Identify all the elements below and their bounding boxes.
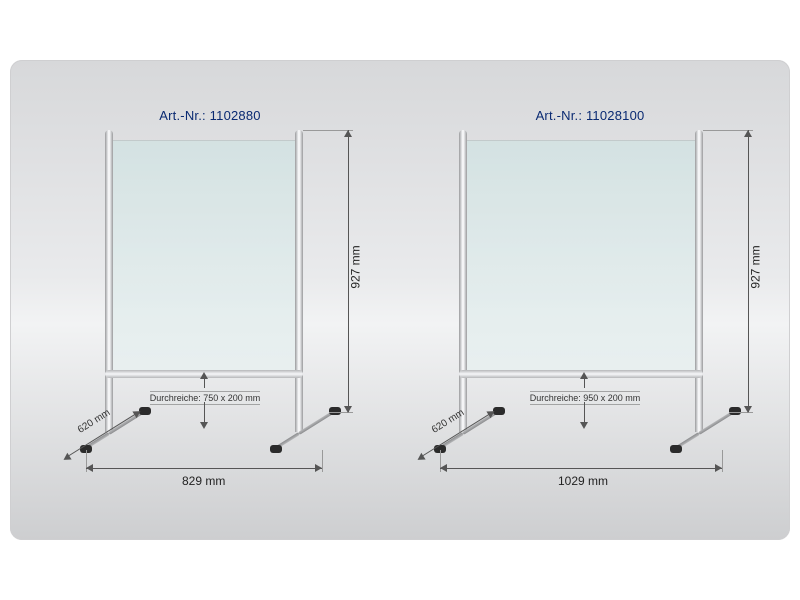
stage: Art.-Nr.: 1102880 Durchreiche: 750 x 200… bbox=[0, 0, 800, 600]
passthrough-dimension: Durchreiche: 750 x 200 mm bbox=[125, 388, 285, 406]
passthrough-arrow-line bbox=[204, 378, 205, 388]
post-right bbox=[695, 130, 703, 432]
arrow-up-icon bbox=[344, 130, 352, 137]
arrow-right-icon bbox=[315, 464, 322, 472]
width-dim-line bbox=[86, 468, 322, 469]
glass-panel bbox=[463, 140, 701, 371]
passthrough-arrow-line bbox=[584, 378, 585, 388]
passthrough-label: Durchreiche: 950 x 200 mm bbox=[530, 391, 641, 405]
dim-extension bbox=[322, 450, 323, 472]
passthrough-arrow-line bbox=[204, 402, 205, 424]
arrow-left-icon bbox=[86, 464, 93, 472]
width-label: 829 mm bbox=[180, 474, 227, 488]
arrow-down-icon bbox=[580, 422, 588, 429]
arrow-down-icon bbox=[200, 422, 208, 429]
diagram-card: Art.-Nr.: 1102880 Durchreiche: 750 x 200… bbox=[10, 60, 790, 540]
product-panel-2: Art.-Nr.: 11028100 Durchreiche: 950 x 20… bbox=[390, 60, 790, 540]
width-dim-line bbox=[440, 468, 722, 469]
glass-panel bbox=[109, 140, 301, 371]
article-number: Art.-Nr.: 11028100 bbox=[390, 108, 790, 123]
foot-cap bbox=[729, 407, 741, 415]
arrow-up-icon bbox=[200, 372, 208, 379]
passthrough-dimension: Durchreiche: 950 x 200 mm bbox=[485, 388, 685, 406]
arrow-down-icon bbox=[344, 406, 352, 413]
foot-cap bbox=[670, 445, 682, 453]
arrow-up-icon bbox=[580, 372, 588, 379]
height-label: 927 mm bbox=[749, 243, 763, 290]
arrow-down-icon bbox=[744, 406, 752, 413]
arrow-right-icon bbox=[715, 464, 722, 472]
arrow-up-icon bbox=[744, 130, 752, 137]
foot-cap bbox=[329, 407, 341, 415]
post-left bbox=[459, 130, 467, 432]
post-left bbox=[105, 130, 113, 432]
width-label: 1029 mm bbox=[556, 474, 610, 488]
passthrough-arrow-line bbox=[584, 402, 585, 424]
arrow-left-icon bbox=[440, 464, 447, 472]
article-number: Art.-Nr.: 1102880 bbox=[30, 108, 390, 123]
dim-extension bbox=[722, 450, 723, 472]
height-label: 927 mm bbox=[349, 243, 363, 290]
post-right bbox=[295, 130, 303, 432]
passthrough-label: Durchreiche: 750 x 200 mm bbox=[150, 391, 261, 405]
foot-cap bbox=[270, 445, 282, 453]
product-panel-1: Art.-Nr.: 1102880 Durchreiche: 750 x 200… bbox=[30, 60, 390, 540]
